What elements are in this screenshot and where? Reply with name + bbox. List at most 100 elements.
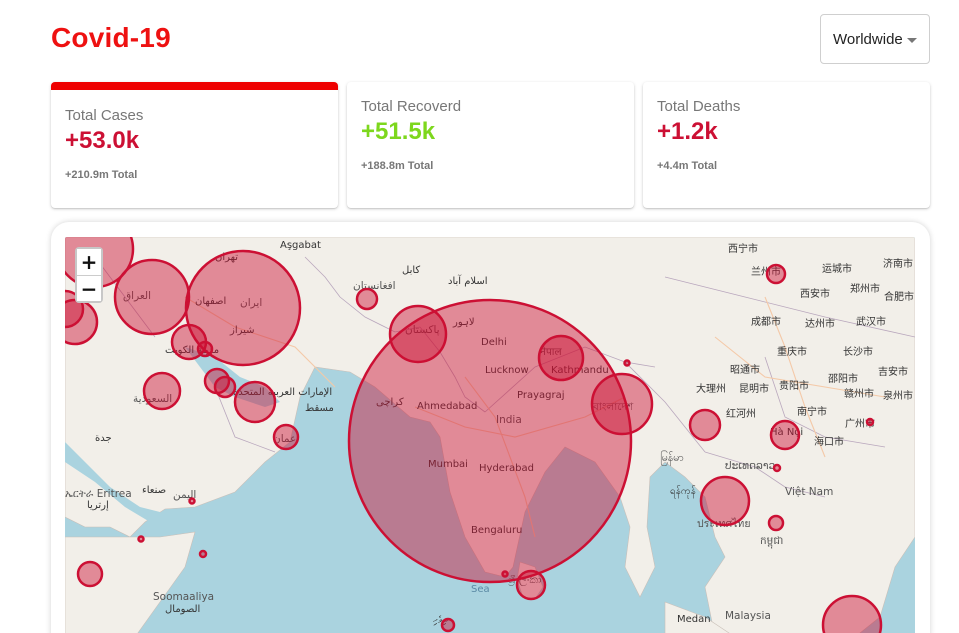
stat-label: Total Recoverd [361,98,462,115]
region-dropdown-value: Worldwide [833,30,903,48]
country-circle[interactable] [142,371,182,411]
map-label: 昭通市 [730,365,760,376]
country-circle[interactable] [688,408,722,442]
map-label: Medan [677,614,711,625]
map-label: Sea [471,584,490,595]
country-circle[interactable] [515,569,547,601]
map-tiles [65,237,915,633]
map-label: Soomaaliya [153,591,215,603]
zoom-control: + − [75,247,103,303]
map-label: Delhi [481,337,507,348]
case-circles [65,237,883,633]
map-label: 大理州 [696,384,726,395]
map-label: شیراز [230,325,255,336]
map-label: 合肥市 [884,292,914,303]
map-label: 吉安市 [878,367,908,378]
country-circle[interactable] [623,359,631,367]
stat-card-cases[interactable]: Total Cases +53.0k +210.9m Total [51,82,338,208]
map-label: عمان [273,433,297,445]
map-label: الصومال [165,604,201,615]
country-circle[interactable] [772,463,782,473]
country-circle[interactable] [769,419,801,451]
country-circle[interactable] [440,617,456,633]
country-circle[interactable] [388,304,448,364]
country-circle[interactable] [767,514,785,532]
map-label: 贵阳市 [779,381,809,392]
map-label: Ahmedabad [417,401,478,412]
zoom-out-button[interactable]: − [77,275,101,301]
map-label: 成都市 [751,317,781,328]
country-circle[interactable] [699,475,751,527]
country-circle[interactable] [196,340,214,358]
country-circle[interactable] [213,375,237,399]
country-circle[interactable] [113,258,191,336]
map-label: جدة [95,433,112,444]
map-label: مدينة الكويت [165,345,220,356]
app-title: Covid-19 [51,22,171,53]
map-label: ရန်ကုန် [670,486,696,497]
country-circle[interactable] [501,570,509,578]
country-circle[interactable] [198,549,208,559]
roads [184,296,886,538]
map-label: اسلام آباد [448,276,488,287]
chevron-down-icon [907,38,917,43]
stat-card-recovered[interactable]: Total Recoverd +51.5k +188.8m Total [347,82,634,208]
map-label: Hyderabad [479,463,534,474]
country-circle[interactable] [184,249,302,367]
stat-value: +1.2k [657,118,718,145]
stat-value: +53.0k [65,127,140,154]
country-circle[interactable] [865,417,875,427]
country-circle[interactable] [355,287,379,311]
stat-total: +210.9m Total [65,169,138,181]
map-label: 泉州市 [883,391,913,402]
map-label: 西宁市 [728,244,758,255]
country-circle[interactable] [590,372,654,436]
map-label: বাংলাদেশ [593,401,634,413]
map[interactable]: Aşgabat تهران کابل اسلام آباد افغانستان … [65,237,915,633]
map-label: 运城市 [822,264,852,275]
map-label: ປະເທດລາວ [725,460,776,472]
map-label: 邵阳市 [828,374,858,385]
country-circle[interactable] [272,423,300,451]
map-label: الإمارات العربية المتحدة [233,387,333,398]
map-label: မြန်မာ [660,452,684,464]
zoom-in-button[interactable]: + [77,249,101,275]
map-label: Mumbai [428,459,468,470]
map-label: 红河州 [726,409,756,420]
map-label: 海口市 [814,437,844,448]
country-circle[interactable] [765,263,787,285]
map-label: اصفهان [195,296,227,307]
stat-label: Total Deaths [657,98,741,115]
region-dropdown[interactable]: Worldwide [820,14,930,64]
country-circle[interactable] [537,334,585,382]
map-label: Prayagraj [517,390,565,401]
map-label: नेपाल [540,346,562,358]
map-label: Hà Nội [770,427,804,438]
stat-total: +188.8m Total [361,160,434,172]
map-label: 西安市 [800,289,830,300]
borders [94,256,915,498]
persian-gulf [185,347,280,407]
country-circle[interactable] [233,380,277,424]
map-label: 武汉市 [856,317,886,328]
map-label: Việt Nam [785,486,834,498]
map-label: العراق [123,290,152,302]
map-label: ދިވެހި [433,615,448,626]
map-label: 南宁市 [797,407,827,418]
map-card: Aşgabat تهران کابل اسلام آباد افغانستان … [51,222,930,633]
land-asia [65,237,915,633]
country-circle[interactable] [137,535,145,543]
stat-label: Total Cases [65,107,144,124]
map-label: صنعاء [142,485,167,496]
country-circle[interactable] [821,594,883,633]
map-label: 济南市 [883,259,913,270]
stat-card-deaths[interactable]: Total Deaths +1.2k +4.4m Total [643,82,930,208]
country-circle[interactable] [347,298,633,584]
country-circle[interactable] [188,497,196,505]
stat-value: +51.5k [361,118,436,145]
map-label: ایران [240,297,263,309]
country-circle[interactable] [76,560,104,588]
map-label: إرتريا [87,500,109,511]
map-label: 广州市 [845,419,875,430]
map-label: کراچی [376,397,404,408]
